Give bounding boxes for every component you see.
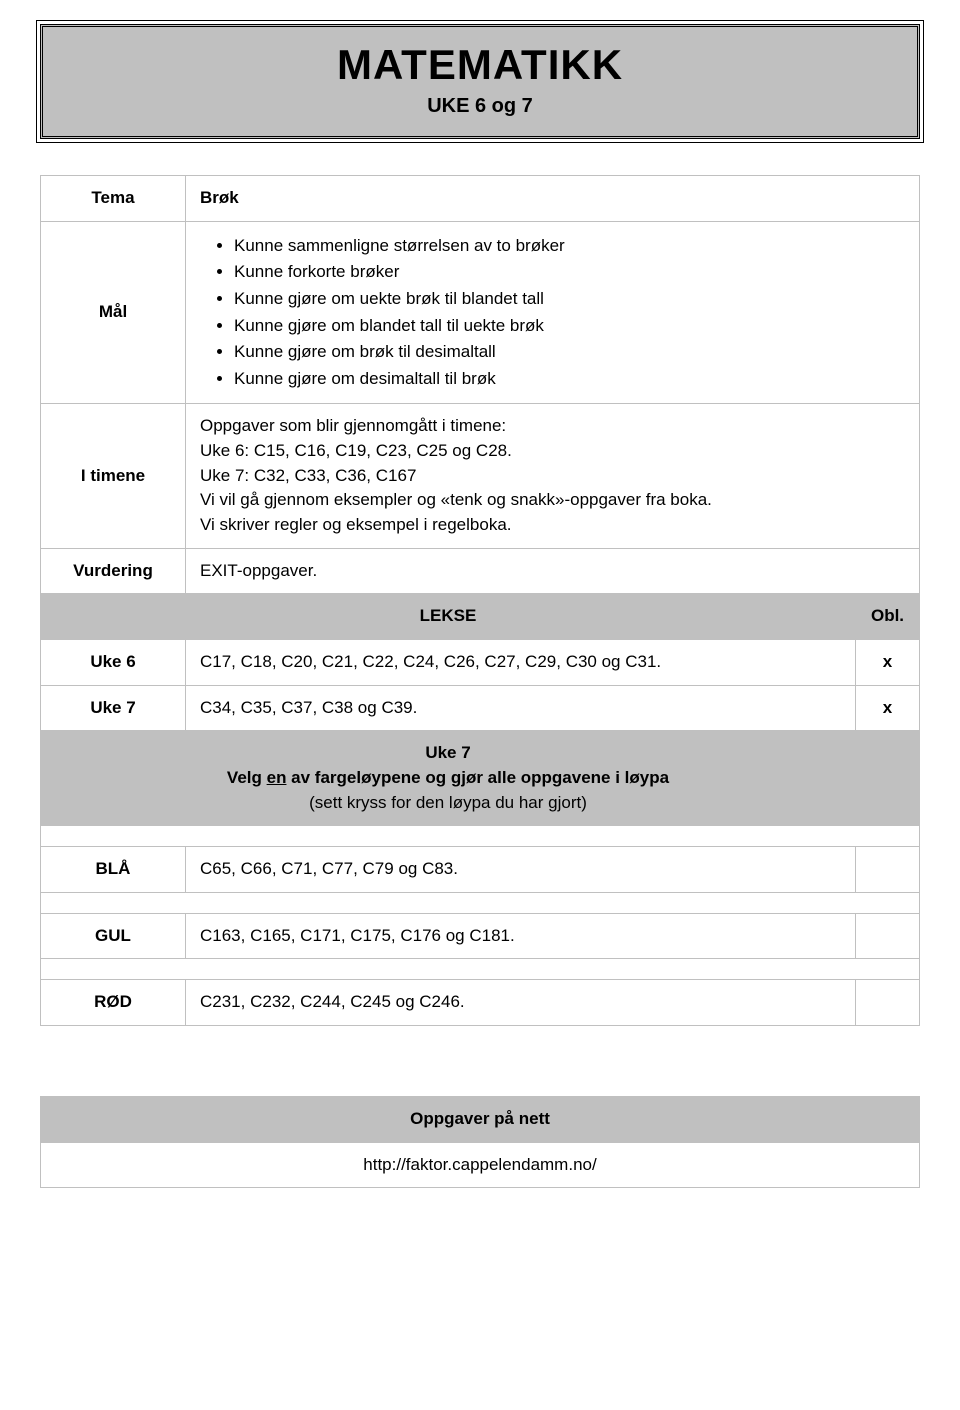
spacer [41, 826, 920, 847]
section-line1-underline: en [267, 768, 287, 787]
itimene-line: Uke 7: C32, C33, C36, C167 [200, 464, 905, 489]
content-table: Tema Brøk Mål Kunne sammenligne størrels… [40, 175, 920, 1026]
value-uke7: C34, C35, C37, C38 og C39. [186, 685, 856, 731]
row-section-header: Uke 7 Velg en av fargeløypene og gjør al… [41, 731, 920, 826]
section-line1: Velg en av fargeløypene og gjør alle opp… [55, 766, 841, 791]
value-uke6: C17, C18, C20, C21, C22, C24, C26, C27, … [186, 639, 856, 685]
row-bla: BLÅ C65, C66, C71, C77, C79 og C83. [41, 847, 920, 893]
row-gul: GUL C163, C165, C171, C175, C176 og C181… [41, 913, 920, 959]
row-uke6: Uke 6 C17, C18, C20, C21, C22, C24, C26,… [41, 639, 920, 685]
lekse-header: LEKSE [41, 594, 856, 640]
itimene-line: Uke 6: C15, C16, C19, C23, C25 og C28. [200, 439, 905, 464]
row-tema: Tema Brøk [41, 176, 920, 222]
section-line2: (sett kryss for den løypa du har gjort) [55, 791, 841, 816]
nett-table: Oppgaver på nett http://faktor.cappelend… [40, 1096, 920, 1188]
obl-uke6: x [856, 639, 920, 685]
obl-header: Obl. [856, 594, 920, 640]
label-vurdering: Vurdering [41, 548, 186, 594]
maal-item: Kunne sammenligne størrelsen av to brøke… [234, 234, 905, 259]
label-gul: GUL [41, 913, 186, 959]
value-tema: Brøk [186, 176, 920, 222]
label-rod: RØD [41, 980, 186, 1026]
maal-item: Kunne gjøre om blandet tall til uekte br… [234, 314, 905, 339]
row-uke7: Uke 7 C34, C35, C37, C38 og C39. x [41, 685, 920, 731]
label-uke7: Uke 7 [41, 685, 186, 731]
row-nett-header: Oppgaver på nett [41, 1097, 920, 1143]
value-vurdering: EXIT-oppgaver. [186, 548, 920, 594]
value-gul: C163, C165, C171, C175, C176 og C181. [186, 913, 856, 959]
header-title: MATEMATIKK [63, 41, 897, 89]
itimene-line: Vi vil gå gjennom eksempler og «tenk og … [200, 488, 905, 513]
maal-item: Kunne gjøre om desimaltall til brøk [234, 367, 905, 392]
row-rod: RØD C231, C232, C244, C245 og C246. [41, 980, 920, 1026]
obl-rod [856, 980, 920, 1026]
maal-item: Kunne gjøre om uekte brøk til blandet ta… [234, 287, 905, 312]
section-line1-post: av fargeløypene og gjør alle oppgavene i… [286, 768, 669, 787]
value-maal: Kunne sammenligne størrelsen av to brøke… [186, 221, 920, 404]
itimene-line: Vi skriver regler og eksempel i regelbok… [200, 513, 905, 538]
value-rod: C231, C232, C244, C245 og C246. [186, 980, 856, 1026]
section-header: Uke 7 Velg en av fargeløypene og gjør al… [41, 731, 856, 826]
row-vurdering: Vurdering EXIT-oppgaver. [41, 548, 920, 594]
header-subtitle: UKE 6 og 7 [63, 95, 897, 118]
obl-gul [856, 913, 920, 959]
nett-url: http://faktor.cappelendamm.no/ [41, 1142, 920, 1188]
nett-header: Oppgaver på nett [41, 1097, 920, 1143]
obl-bla [856, 847, 920, 893]
section-title: Uke 7 [55, 741, 841, 766]
itimene-line: Oppgaver som blir gjennomgått i timene: [200, 414, 905, 439]
label-bla: BLÅ [41, 847, 186, 893]
value-bla: C65, C66, C71, C77, C79 og C83. [186, 847, 856, 893]
maal-item: Kunne forkorte brøker [234, 260, 905, 285]
label-tema: Tema [41, 176, 186, 222]
row-maal: Mål Kunne sammenligne størrelsen av to b… [41, 221, 920, 404]
row-lekse-header: LEKSE Obl. [41, 594, 920, 640]
value-itimene: Oppgaver som blir gjennomgått i timene: … [186, 404, 920, 548]
spacer [41, 959, 920, 980]
page-header: MATEMATIKK UKE 6 og 7 [40, 24, 920, 139]
section-obl-empty [856, 731, 920, 826]
label-uke6: Uke 6 [41, 639, 186, 685]
obl-uke7: x [856, 685, 920, 731]
row-itimene: I timene Oppgaver som blir gjennomgått i… [41, 404, 920, 548]
label-maal: Mål [41, 221, 186, 404]
spacer [41, 892, 920, 913]
maal-list: Kunne sammenligne størrelsen av to brøke… [200, 234, 905, 392]
label-itimene: I timene [41, 404, 186, 548]
section-line1-pre: Velg [227, 768, 267, 787]
row-nett-url: http://faktor.cappelendamm.no/ [41, 1142, 920, 1188]
maal-item: Kunne gjøre om brøk til desimaltall [234, 340, 905, 365]
